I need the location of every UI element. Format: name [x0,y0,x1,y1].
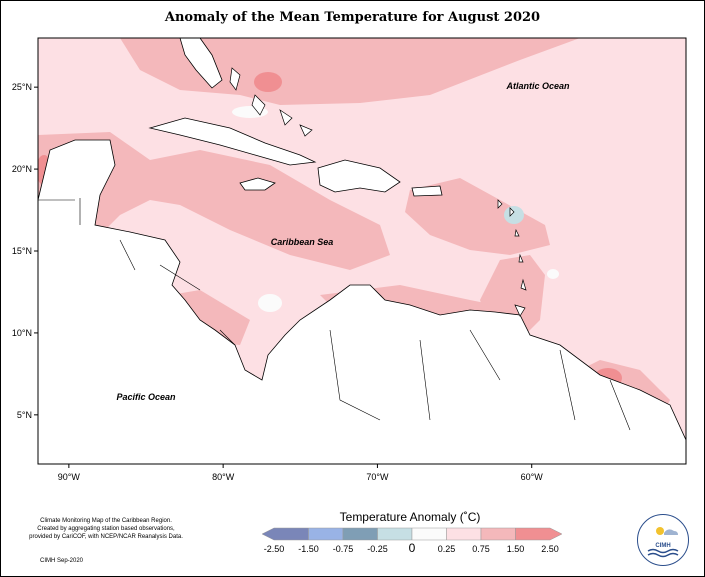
legend-tick-label: -2.50 [263,544,285,554]
anomaly-zone-lesser-antilles [405,178,550,255]
land-florida [179,38,223,89]
anomaly-coolspot-honduras [258,294,282,312]
lat-label: 5°N [17,410,32,420]
lon-label: 90°W [58,472,81,482]
land-bahamas [229,67,313,137]
cimh-logo-icon: CIMH [637,514,689,566]
legend-colorbar [261,527,563,541]
anomaly-hotspot-bahamas [254,72,282,92]
legend-swatch [377,527,413,541]
lon-label: 80°W [212,472,235,482]
map-axes: 25°N 20°N 15°N 10°N 5°N 90°W 80°W 70°W 60°W [12,82,543,482]
footer-line: Climate Monitoring Map of the Caribbean … [40,518,172,524]
footer-credit: Climate Monitoring Map of the Caribbean … [22,517,190,541]
land-lesser-antilles [497,199,527,317]
lon-label: 60°W [521,472,544,482]
legend-swatch [411,527,447,541]
land-hispaniola [317,159,401,193]
lat-label: 25°N [12,82,32,92]
legend-tick-label: -1.50 [298,544,319,554]
legend-swatch [261,527,309,541]
land-puerto-rico [411,185,443,197]
footer-line: provided by CariCOF, with NCEP/NCAR Rean… [29,534,183,540]
lon-label: 70°W [366,472,389,482]
land-mainland [38,139,686,464]
anomaly-coolspot-east [547,269,559,279]
land-jamaica [239,177,276,191]
land-cuba [148,117,317,166]
legend-tick-label: 0.75 [472,544,490,554]
legend-title: Temperature Anomaly (˚C) [339,510,481,524]
country-borders [38,198,631,431]
label-pacific-ocean: Pacific Ocean [116,392,176,402]
legend-swatch [308,527,344,541]
label-atlantic-ocean: Atlantic Ocean [505,81,570,91]
legend-tick-label: 0.25 [437,544,456,554]
logo-text: CIMH [655,543,671,549]
footer-date: CIMH Sep-2020 [40,558,84,564]
legend-swatch [480,527,516,541]
label-caribbean-sea: Caribbean Sea [271,237,334,247]
legend-swatch [342,527,378,541]
legend-tick-label: -0.25 [367,544,388,554]
lat-label: 15°N [12,246,32,256]
legend-tick-label: 0 [408,541,416,555]
anomaly-coolspot-guadeloupe [504,206,524,224]
legend-swatch [515,527,563,541]
lat-label: 10°N [12,328,32,338]
legend-tick-label: 2.50 [541,544,559,554]
legend-swatch [446,527,482,541]
lat-label: 20°N [12,164,32,174]
legend-tick-label: -0.75 [332,544,354,554]
anomaly-zone-central [38,132,390,270]
legend-tick-label: 1.50 [506,544,525,554]
map-title: Anomaly of the Mean Temperature for Augu… [164,10,541,25]
footer-line: Created by aggregating station based obs… [37,526,175,532]
